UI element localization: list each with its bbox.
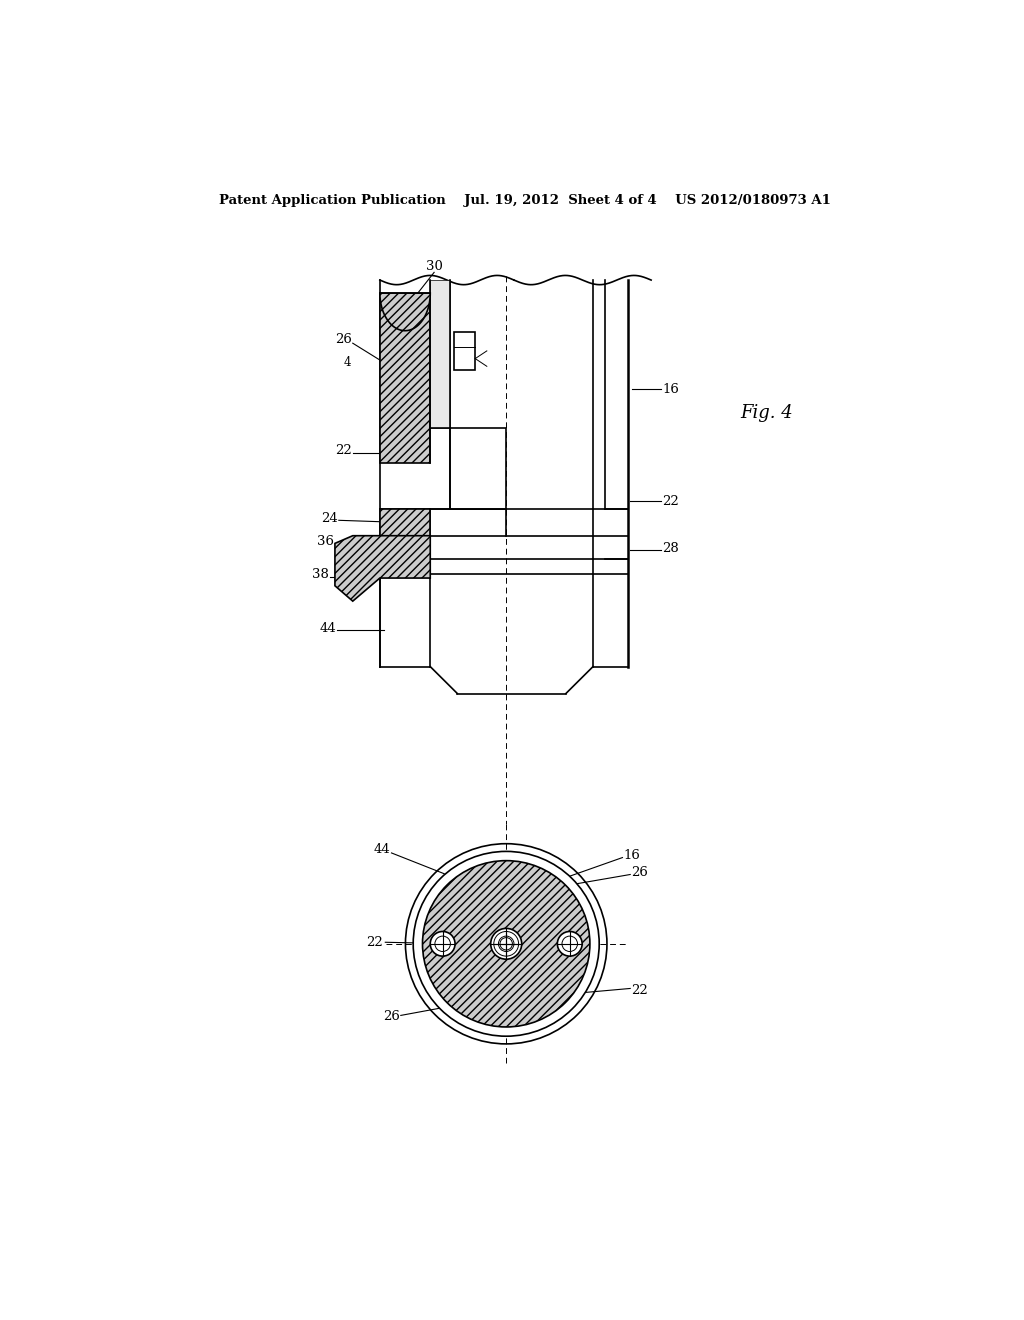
Text: 26: 26 <box>335 333 352 346</box>
Circle shape <box>430 932 455 956</box>
Text: 16: 16 <box>663 383 679 396</box>
Bar <box>450 428 506 508</box>
Text: 28: 28 <box>663 543 679 556</box>
Text: 44: 44 <box>319 622 336 635</box>
Text: 44: 44 <box>374 842 390 855</box>
Circle shape <box>494 932 518 956</box>
Circle shape <box>490 928 521 960</box>
Text: 16: 16 <box>624 849 640 862</box>
Text: 30: 30 <box>426 260 442 273</box>
Bar <box>430 280 450 428</box>
Polygon shape <box>335 536 430 601</box>
Bar <box>380 293 430 462</box>
Text: 36: 36 <box>317 536 334 548</box>
Text: 22: 22 <box>335 445 352 458</box>
Text: 22: 22 <box>366 936 383 949</box>
Text: 22: 22 <box>663 495 679 508</box>
Polygon shape <box>380 293 430 331</box>
Text: 24: 24 <box>322 512 338 525</box>
Circle shape <box>557 932 583 956</box>
Text: 26: 26 <box>631 866 648 879</box>
Circle shape <box>423 861 590 1027</box>
Text: 26: 26 <box>383 1010 400 1023</box>
Circle shape <box>414 851 599 1036</box>
Bar <box>454 331 475 370</box>
Text: 38: 38 <box>311 568 329 581</box>
Text: 4: 4 <box>344 356 351 370</box>
Bar <box>380 508 430 536</box>
Text: Patent Application Publication    Jul. 19, 2012  Sheet 4 of 4    US 2012/0180973: Patent Application Publication Jul. 19, … <box>219 194 830 207</box>
Text: Fig. 4: Fig. 4 <box>740 404 793 421</box>
Text: 22: 22 <box>631 983 648 997</box>
